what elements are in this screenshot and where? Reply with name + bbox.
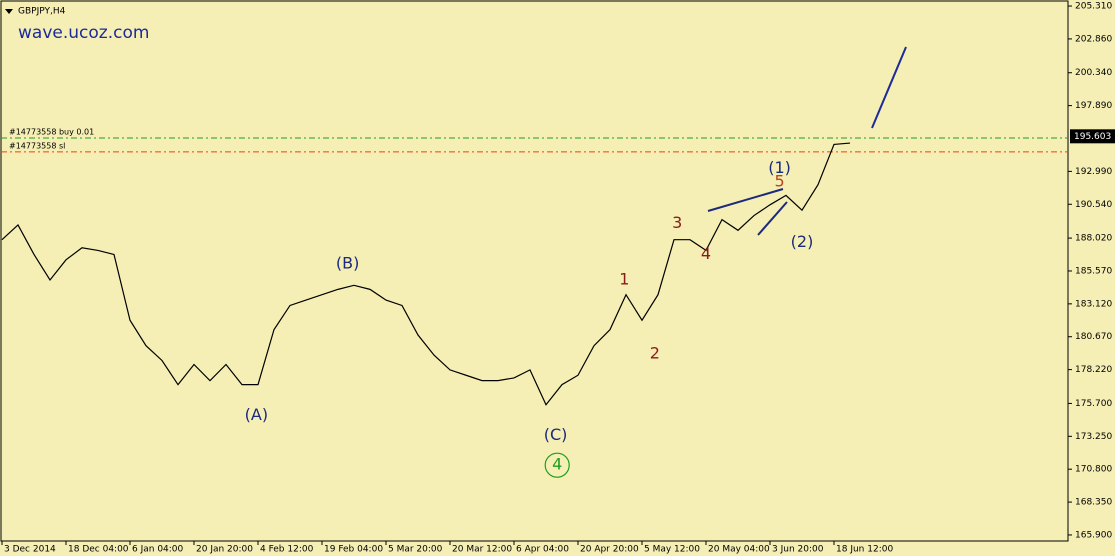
y-tick-label: 192.990 xyxy=(1075,167,1112,177)
y-tick-label: 180.670 xyxy=(1075,332,1112,342)
order-label: #14773558 buy 0.01 xyxy=(9,127,94,136)
y-tick-label: 188.020 xyxy=(1075,234,1112,244)
y-tick-label: 173.250 xyxy=(1075,432,1112,442)
y-tick-label: 200.340 xyxy=(1075,68,1112,78)
x-tick-label: 20 May 04:00 xyxy=(708,545,770,555)
price-line xyxy=(1,142,851,406)
x-tick-label: 5 May 12:00 xyxy=(644,545,700,555)
price-tag-label: 195.603 xyxy=(1074,132,1111,142)
y-tick-label: 185.570 xyxy=(1075,266,1112,276)
menu-triangle xyxy=(5,9,13,14)
x-tick-label: 3 Jun 20:00 xyxy=(772,545,824,555)
trendline xyxy=(757,201,788,236)
x-tick-label: 19 Feb 04:00 xyxy=(324,545,383,555)
chart-title: GBPJPY,H4 xyxy=(18,7,66,17)
y-tick-label: 202.860 xyxy=(1075,34,1112,44)
y-tick-label: 168.350 xyxy=(1075,498,1112,508)
wave-label: (A) xyxy=(245,405,268,424)
x-tick-label: 20 Apr 20:00 xyxy=(580,545,639,555)
y-tick-label: 205.310 xyxy=(1075,2,1112,12)
y-tick-label: 183.120 xyxy=(1075,299,1112,309)
x-tick-label: 20 Jan 20:00 xyxy=(196,545,253,555)
y-tick-label: 190.540 xyxy=(1075,200,1112,210)
y-tick-label: 175.700 xyxy=(1075,399,1112,409)
watermark: wave.ucoz.com xyxy=(18,23,149,43)
wave-label: 1 xyxy=(619,269,629,288)
wave-label: 3 xyxy=(672,213,682,232)
price-tag xyxy=(1070,129,1115,144)
wave-label: (B) xyxy=(336,253,359,272)
forecast-line xyxy=(871,46,907,129)
trendline xyxy=(707,188,784,212)
order-label: #14773558 sl xyxy=(9,141,65,150)
x-tick-label: 18 Jun 12:00 xyxy=(836,545,893,555)
x-tick-label: 6 Apr 04:00 xyxy=(516,545,569,555)
wave-label: 5 xyxy=(775,171,785,190)
y-tick-label: 170.800 xyxy=(1075,465,1112,475)
wave-label: 4 xyxy=(701,244,711,263)
x-tick-label: 6 Jan 04:00 xyxy=(132,545,184,555)
wave-label: 2 xyxy=(650,343,660,362)
y-tick-label: 165.900 xyxy=(1075,530,1112,540)
wave-circle xyxy=(544,452,570,478)
x-tick-label: 20 Mar 12:00 xyxy=(452,545,512,555)
wave-label: 4 xyxy=(552,455,562,474)
x-tick-label: 3 Dec 2014 xyxy=(4,545,56,555)
y-tick-label: 178.220 xyxy=(1075,365,1112,375)
x-tick-label: 18 Dec 04:00 xyxy=(68,545,129,555)
y-tick-label: 197.890 xyxy=(1075,101,1112,111)
x-tick-label: 5 Mar 20:00 xyxy=(388,545,443,555)
x-tick-label: 4 Feb 12:00 xyxy=(260,545,314,555)
wave-label: (1) xyxy=(768,158,791,177)
wave-label: (2) xyxy=(791,232,814,251)
wave-label: (C) xyxy=(544,425,568,444)
